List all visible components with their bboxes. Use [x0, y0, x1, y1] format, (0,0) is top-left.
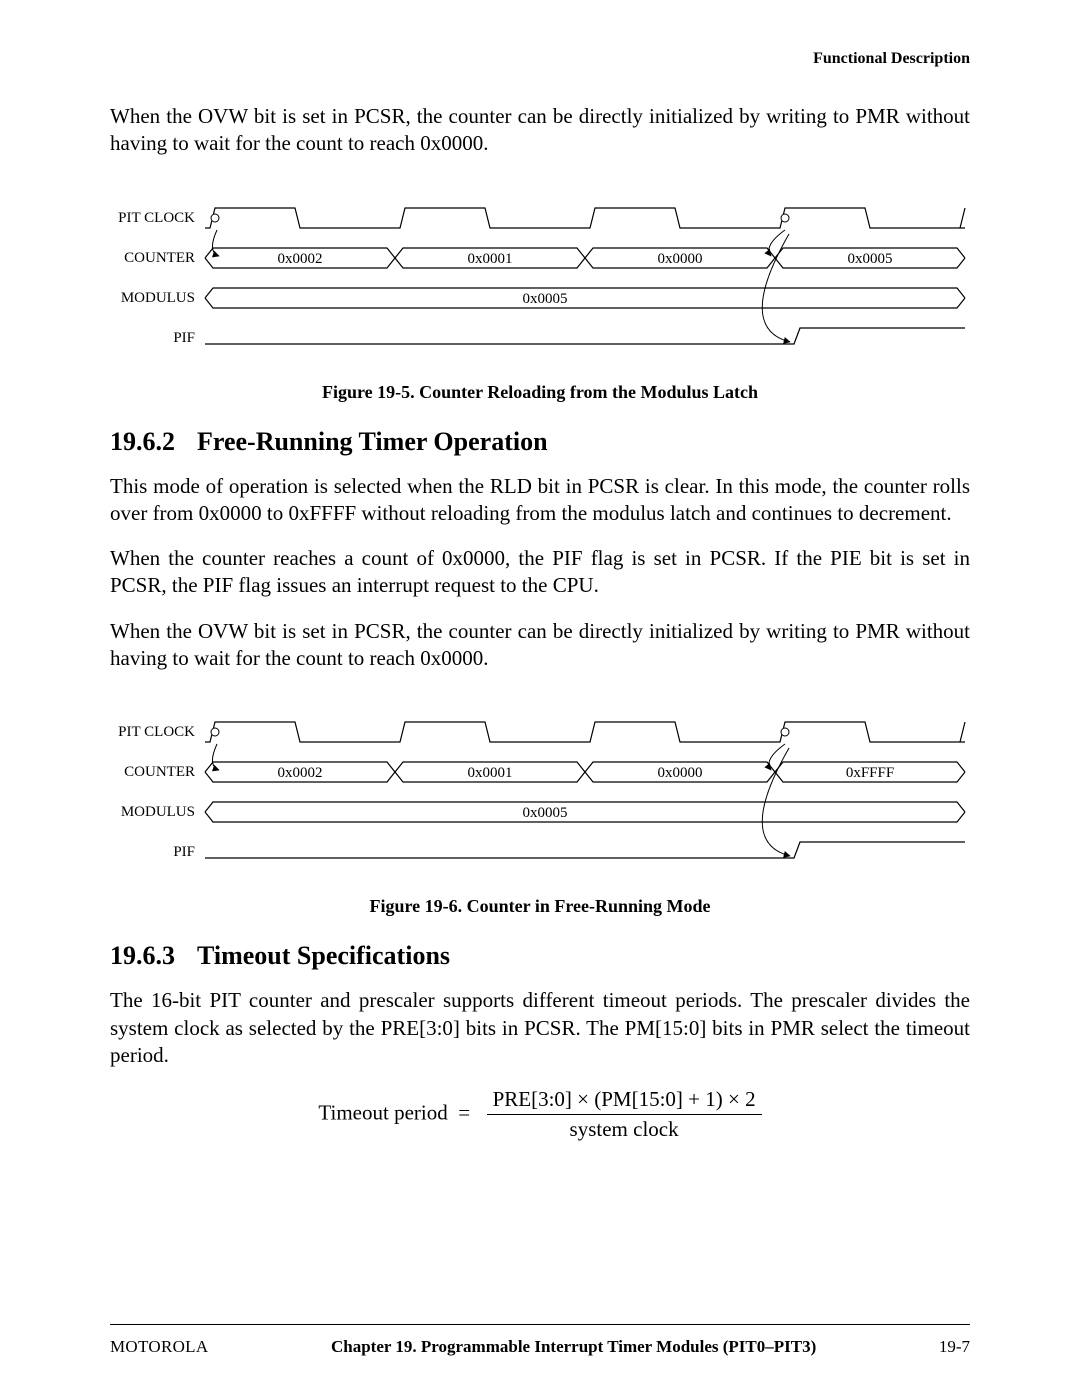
svg-text:MODULUS: MODULUS: [121, 290, 195, 306]
page-header-right: Functional Description: [110, 50, 970, 68]
formula-lhs: Timeout period: [318, 1101, 447, 1125]
timing-diagram-2-svg: PIT CLOCK COUNTER MODULUS PIF 0x0002 0x0001 0x…: [110, 712, 970, 882]
figure-19-5-caption: Figure 19-5. Counter Reloading from the …: [110, 382, 970, 403]
svg-text:0xFFFF: 0xFFFF: [846, 765, 894, 781]
svg-text:PIF: PIF: [173, 844, 195, 860]
page-footer: MOTOROLA Chapter 19. Programmable Interr…: [110, 1324, 970, 1357]
equals-sign: =: [458, 1101, 470, 1125]
svg-text:PIT CLOCK: PIT CLOCK: [118, 210, 195, 226]
section-19-6-2-para1: This mode of operation is selected when …: [110, 473, 970, 528]
svg-text:0x0000: 0x0000: [658, 251, 703, 267]
intro-paragraph: When the OVW bit is set in PCSR, the cou…: [110, 103, 970, 158]
figure-19-6-caption: Figure 19-6. Counter in Free-Running Mod…: [110, 896, 970, 917]
svg-text:0x0005: 0x0005: [523, 291, 568, 307]
section-title: Free-Running Timer Operation: [197, 427, 548, 456]
section-19-6-3-para1: The 16-bit PIT counter and prescaler sup…: [110, 987, 970, 1069]
section-number: 19.6.2: [110, 427, 175, 456]
svg-text:PIT CLOCK: PIT CLOCK: [118, 724, 195, 740]
section-19-6-2-heading: 19.6.2 Free-Running Timer Operation: [110, 427, 970, 457]
formula-denominator: system clock: [487, 1115, 762, 1142]
timing-diagram-2: PIT CLOCK COUNTER MODULUS PIF 0x0002 0x0001 0x…: [110, 712, 970, 882]
section-19-6-3-heading: 19.6.3 Timeout Specifications: [110, 941, 970, 971]
svg-text:0x0005: 0x0005: [523, 805, 568, 821]
page: Functional Description When the OVW bit …: [0, 0, 1080, 1397]
svg-text:0x0001: 0x0001: [468, 765, 513, 781]
footer-right: 19-7: [939, 1337, 970, 1357]
svg-text:COUNTER: COUNTER: [124, 250, 195, 266]
svg-text:0x0001: 0x0001: [468, 251, 513, 267]
svg-text:0x0002: 0x0002: [278, 251, 323, 267]
svg-text:0x0002: 0x0002: [278, 765, 323, 781]
formula-fraction: PRE[3:0] × (PM[15:0] + 1) × 2 system clo…: [487, 1087, 762, 1142]
footer-center: Chapter 19. Programmable Interrupt Timer…: [208, 1337, 938, 1357]
timeout-formula: Timeout period = PRE[3:0] × (PM[15:0] + …: [110, 1087, 970, 1142]
section-19-6-2-para2: When the counter reaches a count of 0x00…: [110, 545, 970, 600]
timing-diagram-1-svg: PIT CLOCK COUNTER MODULUS PIF 0x0002 0x0001 0x…: [110, 198, 970, 368]
section-number: 19.6.3: [110, 941, 175, 970]
section-19-6-2-para3: When the OVW bit is set in PCSR, the cou…: [110, 618, 970, 673]
footer-left: MOTOROLA: [110, 1337, 208, 1357]
timing-diagram-1: PIT CLOCK COUNTER MODULUS PIF 0x0002 0x0001 0x…: [110, 198, 970, 368]
svg-text:0x0000: 0x0000: [658, 765, 703, 781]
formula-numerator: PRE[3:0] × (PM[15:0] + 1) × 2: [487, 1087, 762, 1115]
svg-text:MODULUS: MODULUS: [121, 804, 195, 820]
svg-text:0x0005: 0x0005: [848, 251, 893, 267]
svg-text:PIF: PIF: [173, 330, 195, 346]
section-title: Timeout Specifications: [197, 941, 450, 970]
svg-text:COUNTER: COUNTER: [124, 764, 195, 780]
